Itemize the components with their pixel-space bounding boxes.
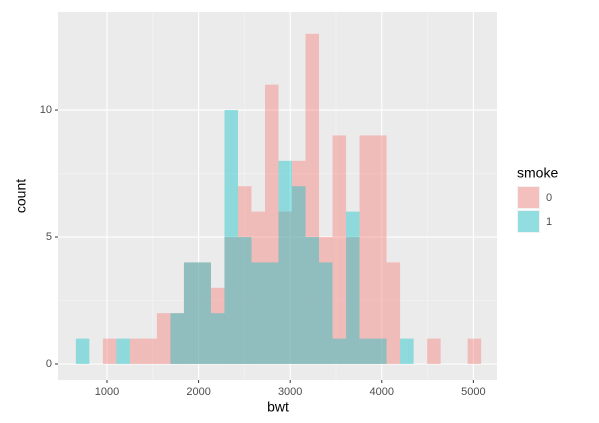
bar [292,186,306,364]
bar [305,33,320,364]
bar [386,262,401,364]
bar [332,135,347,364]
y-tick-label: 0 [46,358,52,370]
bar [373,135,387,364]
legend-label: 1 [546,216,552,228]
x-tick-label: 3000 [278,386,302,398]
bar [116,338,130,364]
bar [237,186,252,364]
legend-key [518,211,539,232]
bar [400,338,414,364]
bar [278,211,293,364]
legend-title: smoke [517,165,558,181]
bar [183,262,198,364]
bar [319,262,333,364]
x-tick-label: 5000 [461,386,485,398]
bar [346,211,360,364]
bar [251,211,265,364]
bar [373,338,387,364]
bar [143,338,157,364]
bar [170,313,184,364]
x-tick-label: 1000 [95,386,119,398]
bar [359,135,374,364]
bar [102,338,117,364]
bar [170,313,184,364]
bar [210,287,225,364]
bar [183,262,198,364]
legend-label: 0 [546,192,552,204]
bar [197,262,211,364]
y-axis-label: count [13,179,29,213]
bar [305,237,320,364]
x-tick-label: 2000 [186,386,210,398]
bar [210,313,225,364]
bar [278,160,293,364]
bar [359,338,374,364]
bar [264,262,279,364]
bar [75,338,90,364]
bar [332,338,347,364]
x-tick-label: 4000 [370,386,394,398]
bar [319,237,333,364]
bar [292,160,306,364]
y-tick-label: 10 [40,104,52,116]
bar [129,338,144,364]
legend-key-bg [517,186,540,209]
legend-key [518,187,539,208]
bar [156,313,171,364]
bar [224,110,238,365]
bar [264,84,279,364]
bar [427,338,441,364]
bar [467,338,482,364]
y-tick-label: 5 [46,231,52,243]
bar [251,262,265,364]
legend-key-bg [517,210,540,233]
bar [224,237,238,364]
bar [346,237,360,364]
bar [237,237,252,364]
x-axis-label: bwt [267,399,289,415]
panel [58,12,497,380]
bar [197,262,211,364]
